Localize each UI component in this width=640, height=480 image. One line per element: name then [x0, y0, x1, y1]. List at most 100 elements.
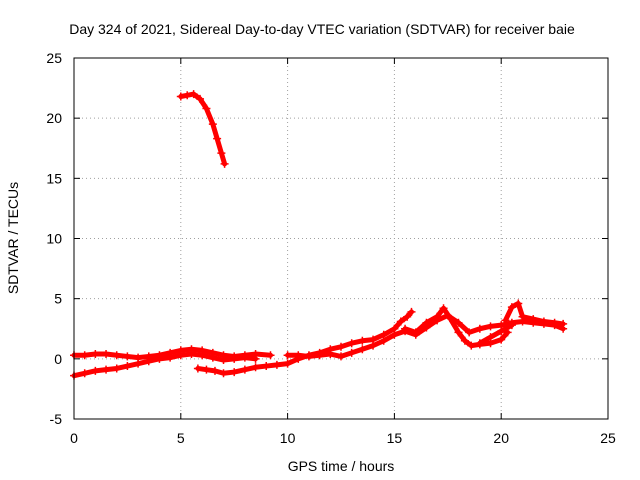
data-point	[230, 368, 239, 377]
data-point	[208, 120, 217, 129]
data-point	[559, 319, 568, 328]
data-point	[403, 312, 412, 321]
data-point	[347, 348, 356, 357]
x-tick-label: 20	[493, 430, 509, 446]
data-point	[202, 104, 211, 113]
data-point	[401, 324, 410, 333]
data-point	[102, 350, 111, 359]
data-point	[187, 350, 196, 359]
x-tick-label: 10	[280, 430, 296, 446]
y-axis-label: SDTVAR / TECUs	[5, 182, 21, 294]
data-point	[294, 351, 303, 360]
data-point	[112, 364, 121, 373]
x-tick-label: 15	[387, 430, 403, 446]
data-point	[272, 360, 281, 369]
data-point	[189, 90, 198, 99]
series-arc-8	[475, 321, 516, 348]
data-point	[80, 369, 89, 378]
data-point	[134, 359, 143, 368]
data-point	[123, 352, 132, 361]
data-point	[337, 352, 345, 361]
data-point	[539, 317, 548, 326]
data-point	[80, 351, 89, 360]
data-point	[454, 318, 463, 327]
data-point	[486, 322, 495, 331]
x-tick-label: 0	[70, 430, 78, 446]
data-point	[176, 92, 185, 101]
data-point	[166, 353, 175, 362]
data-point	[407, 307, 416, 316]
data-point	[396, 317, 405, 326]
data-point	[251, 354, 260, 363]
data-point	[155, 354, 164, 363]
data-point	[347, 339, 356, 348]
data-point	[433, 312, 442, 321]
data-point	[240, 365, 249, 374]
data-point	[230, 354, 239, 363]
series-line	[477, 322, 515, 346]
data-point	[475, 339, 484, 348]
x-tick-label: 5	[177, 430, 185, 446]
axis-ticks: 0 5 10 15 20 25 -5 0 5 10 15 20 25	[46, 50, 616, 446]
data-point	[369, 341, 378, 350]
data-point	[219, 369, 228, 378]
y-tick-label: 15	[46, 170, 62, 186]
data-point	[497, 335, 506, 344]
data-point	[219, 356, 228, 365]
data-point	[217, 149, 226, 158]
data-point	[514, 299, 523, 308]
data-point	[326, 350, 335, 359]
series-arc-7	[501, 299, 568, 328]
data-point	[358, 336, 367, 345]
data-point	[266, 351, 275, 360]
x-axis-label: GPS time / hours	[288, 458, 395, 474]
data-point	[379, 336, 388, 345]
data-point	[501, 316, 510, 325]
data-point	[454, 328, 463, 337]
data-point	[91, 366, 100, 375]
data-point	[337, 342, 345, 351]
data-point	[208, 353, 217, 362]
data-point	[518, 312, 527, 321]
y-tick-label: 0	[54, 351, 62, 367]
data-point	[315, 351, 324, 360]
data-point	[283, 359, 292, 368]
data-point	[304, 352, 313, 361]
data-point	[467, 341, 476, 350]
data-point	[550, 318, 559, 327]
data-point	[202, 365, 211, 374]
data-point	[411, 328, 420, 337]
data-point	[251, 363, 260, 372]
data-point	[183, 91, 192, 100]
data-point	[283, 351, 292, 360]
data-point	[91, 350, 100, 359]
data-point	[193, 364, 202, 373]
y-tick-label: 5	[54, 291, 62, 307]
data-point	[390, 330, 399, 339]
data-point	[144, 357, 153, 366]
data-point	[358, 345, 367, 354]
data-point	[529, 315, 538, 324]
y-tick-label: 10	[46, 231, 62, 247]
data-point	[240, 353, 249, 362]
data-point	[112, 351, 121, 360]
data-point	[196, 94, 205, 103]
y-tick-label: 25	[46, 50, 62, 66]
data-marks	[70, 90, 568, 380]
data-point	[262, 362, 271, 371]
data-point	[176, 351, 185, 360]
data-point	[123, 362, 132, 371]
grid-lines	[74, 58, 608, 419]
data-point	[210, 366, 219, 375]
data-point	[497, 327, 506, 336]
data-point	[422, 318, 431, 327]
y-tick-label: -5	[50, 411, 63, 427]
data-point	[507, 303, 516, 312]
data-point	[439, 304, 448, 313]
series-arc-2	[70, 350, 260, 380]
data-point	[198, 351, 207, 360]
data-point	[220, 159, 229, 168]
chart-title: Day 324 of 2021, Sidereal Day-to-day VTE…	[69, 21, 575, 37]
data-point	[445, 313, 454, 322]
data-point	[460, 336, 469, 345]
